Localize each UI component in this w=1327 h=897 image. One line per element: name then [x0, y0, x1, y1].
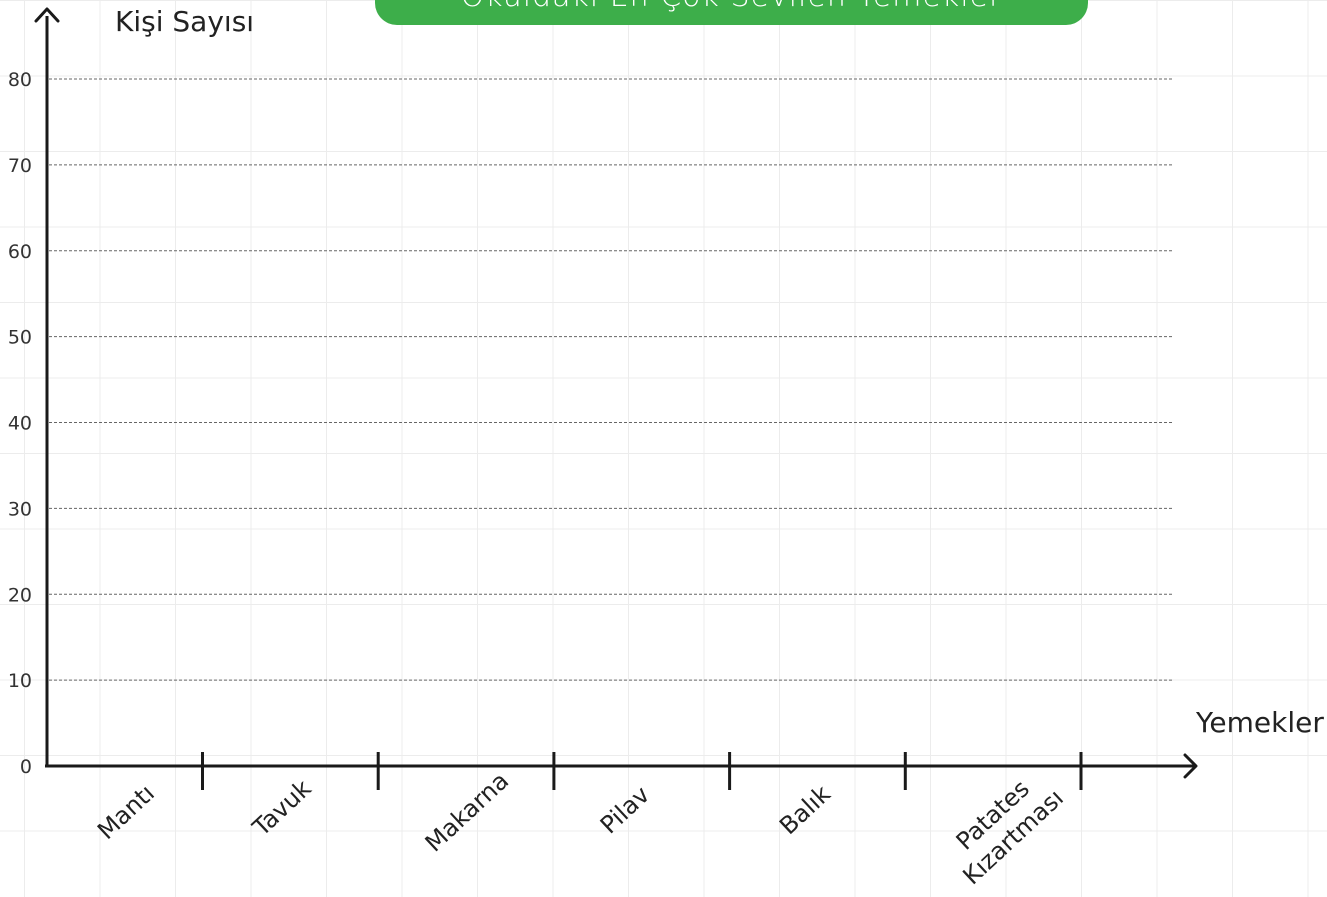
x-tick-label-5: Balık — [774, 780, 836, 840]
axes — [34, 7, 1198, 779]
y-tick-label-20: 20 — [8, 584, 32, 606]
chart-title: Okuldaki En Çok Sevilen Yemekler — [461, 0, 1003, 12]
y-tick-label-60: 60 — [8, 241, 32, 263]
y-tick-label-70: 70 — [8, 155, 32, 177]
title-banner: Okuldaki En Çok Sevilen Yemekler — [375, 0, 1088, 25]
y-tick-label-40: 40 — [8, 413, 32, 435]
x-tick-label-3: Makarna — [420, 767, 514, 858]
x-tick-label-1: Mantı — [92, 779, 160, 845]
y-axis-title: Kişi Sayısı — [115, 5, 254, 38]
y-tick-label-50: 50 — [8, 327, 32, 349]
y-axis-arrow — [34, 7, 60, 23]
y-tick-label-10: 10 — [8, 670, 32, 692]
x-tick-label-6: PatatesKızartması — [937, 762, 1069, 891]
x-axis-title: Yemekler — [1195, 706, 1324, 739]
y-tick-label-0: 0 — [20, 756, 32, 778]
y-tick-labels: 0 10 20 30 40 50 60 70 80 — [8, 69, 32, 778]
x-tick-label-4: Pilav — [595, 781, 655, 840]
x-axis-arrow — [1183, 753, 1198, 779]
x-tick-label-2: Tavuk — [247, 774, 317, 842]
gridlines — [49, 78, 1173, 681]
y-tick-label-80: 80 — [8, 69, 32, 91]
x-tick-marks — [201, 752, 1083, 790]
y-tick-label-30: 30 — [8, 498, 32, 520]
x-tick-labels: Mantı Tavuk Makarna Pilav Balık PatatesKızart… — [92, 762, 1069, 891]
